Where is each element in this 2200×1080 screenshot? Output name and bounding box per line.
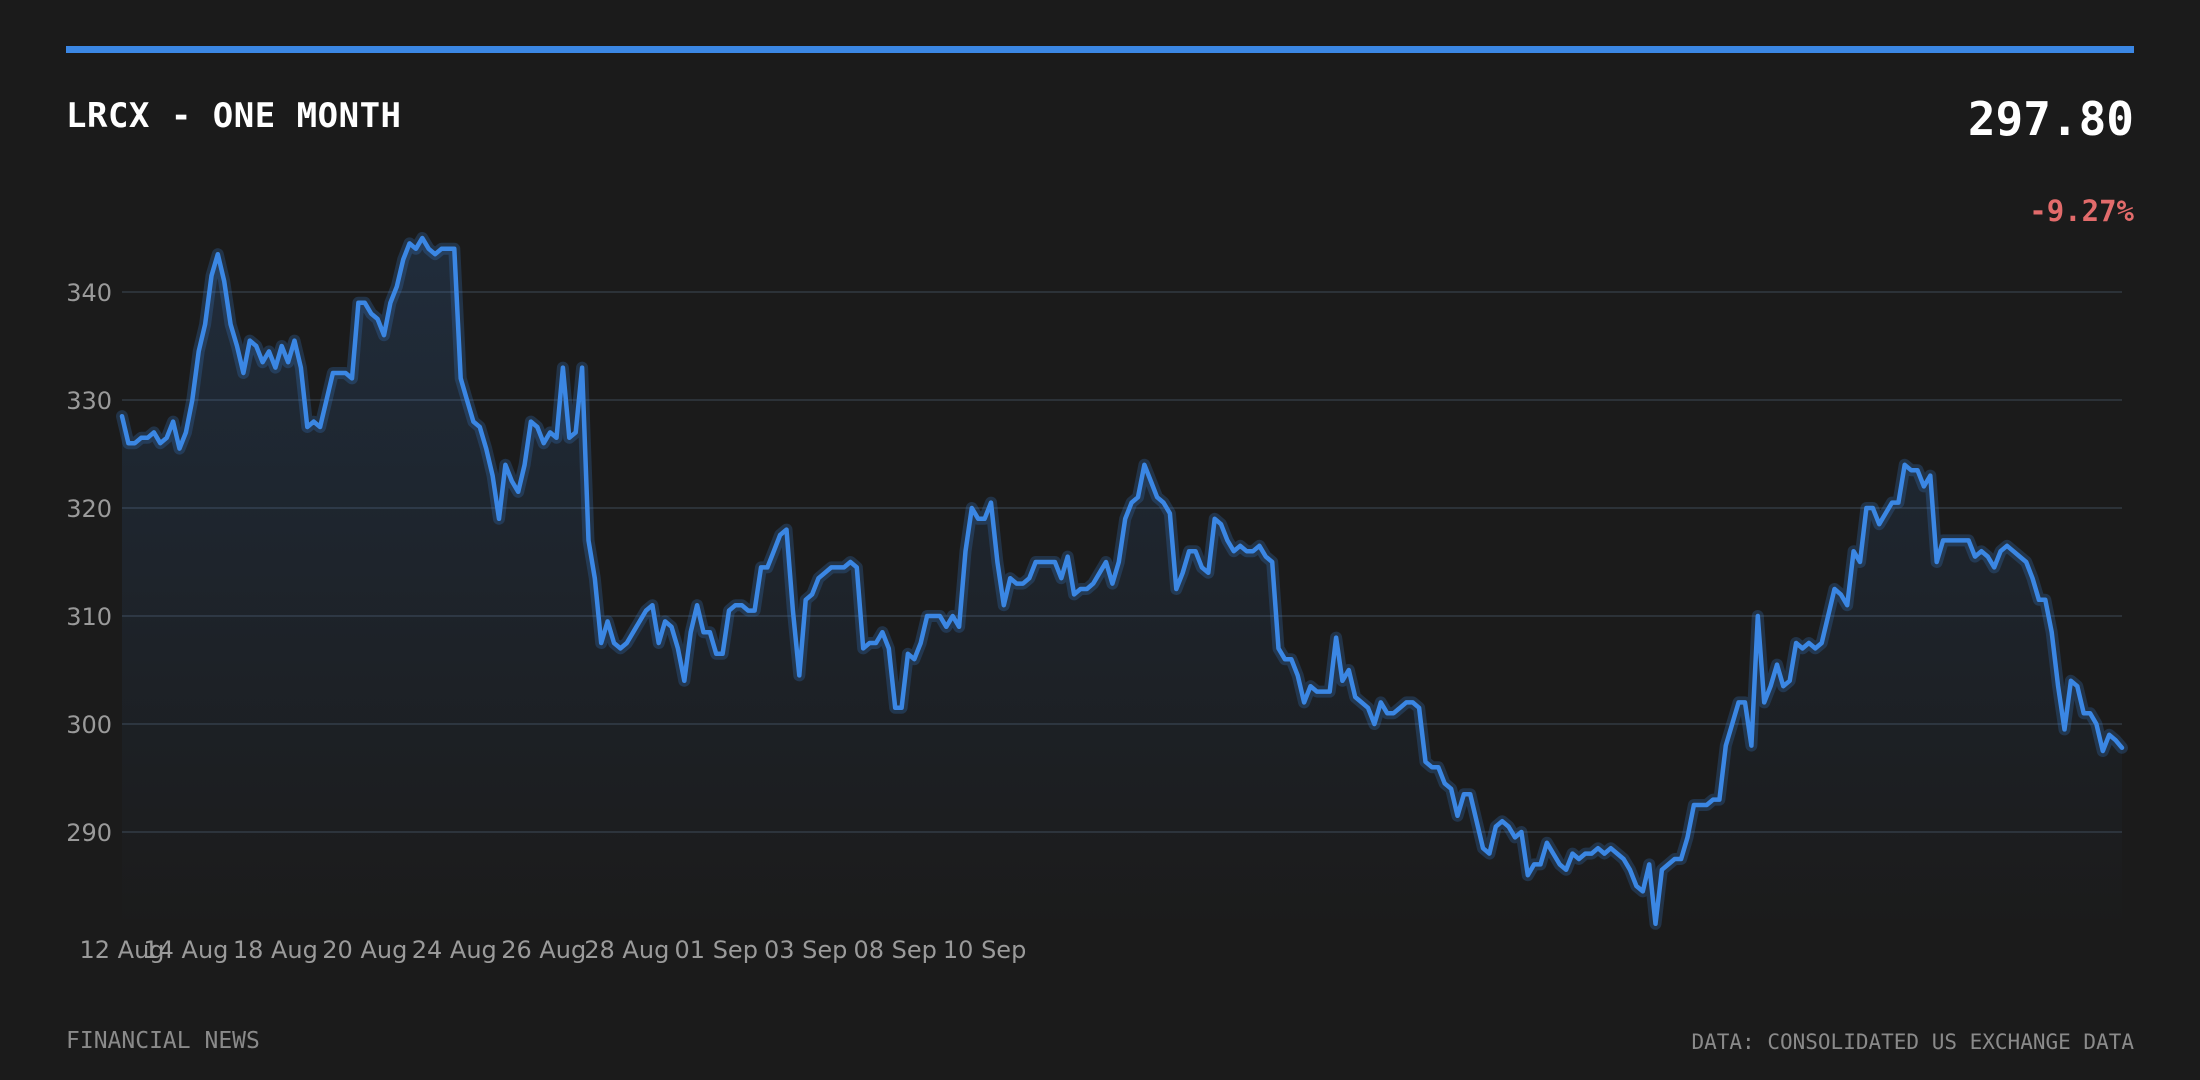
chart-title: LRCX - ONE MONTH [66,96,402,136]
x-tick-label: 28 Aug [584,936,669,964]
y-tick-label: 300 [66,711,112,739]
x-tick-label: 20 Aug [322,936,407,964]
accent-top-bar [66,46,2134,53]
y-tick-label: 340 [66,279,112,307]
x-tick-label: 12 Aug [79,936,164,964]
price-line [119,235,2125,927]
percent-change: -9.27% [2029,194,2134,228]
y-tick-label: 310 [66,603,112,631]
price-area [122,238,2122,930]
x-tick-label: 08 Sep [853,936,936,964]
x-tick-label: 26 Aug [501,936,586,964]
x-tick-label: 14 Aug [143,936,228,964]
last-price: 297.80 [1967,92,2134,146]
x-tick-label: 01 Sep [675,936,758,964]
x-tick-label: 03 Sep [764,936,847,964]
y-axis-ticks: 290 300 310 320 330 340 [66,279,112,847]
y-tick-label: 320 [66,495,112,523]
x-tick-label: 10 Sep [943,936,1026,964]
footer-publisher: FINANCIAL NEWS [66,1028,260,1054]
footer-data-source: DATA: CONSOLIDATED US EXCHANGE DATA [1691,1030,2134,1054]
y-tick-label: 290 [66,819,112,847]
x-tick-label: 24 Aug [412,936,497,964]
y-tick-label: 330 [66,387,112,415]
x-tick-label: 18 Aug [233,936,318,964]
